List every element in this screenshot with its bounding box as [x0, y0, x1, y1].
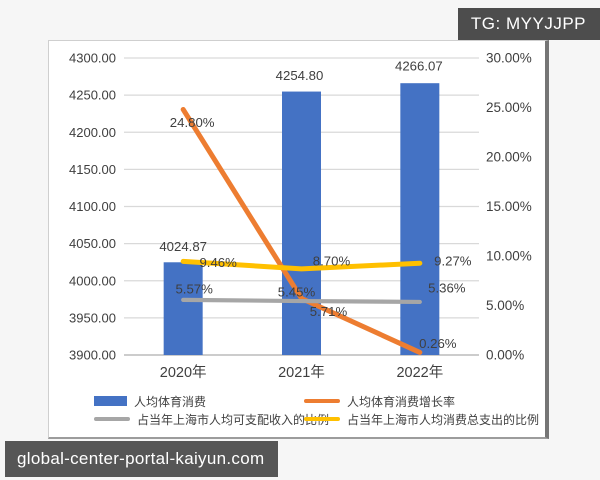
- right-axis-tick: 20.00%: [486, 150, 532, 165]
- data-label: 5.36%: [428, 280, 466, 295]
- left-axis-tick: 4150.00: [69, 162, 116, 177]
- data-label: 4254.80: [276, 68, 324, 83]
- left-axis-tick: 3900.00: [69, 348, 116, 363]
- data-label: 8.70%: [313, 253, 351, 268]
- data-label: 4266.07: [395, 59, 443, 74]
- combo-chart: 4300.00 4250.00 4200.00 4150.00 4100.00 4050.…: [69, 51, 532, 382]
- right-axis-tick: 30.00%: [486, 51, 532, 66]
- right-axis-tick: 10.00%: [486, 249, 532, 264]
- data-label: 24.80%: [170, 115, 215, 130]
- data-label: 4024.87: [159, 239, 207, 254]
- left-axis-tick: 4050.00: [69, 236, 116, 251]
- data-label: 5.45%: [278, 285, 316, 300]
- x-axis-label: 2020年: [160, 364, 207, 381]
- data-label: 5.57%: [175, 281, 213, 296]
- watermark-text: global-center-portal-kaiyun.com: [17, 449, 265, 468]
- bar: [400, 83, 440, 355]
- watermark-badge: global-center-portal-kaiyun.com: [5, 441, 278, 477]
- data-label: 5.71%: [310, 304, 348, 319]
- right-axis-tick: 5.00%: [486, 298, 524, 313]
- left-axis-tick: 4100.00: [69, 199, 116, 214]
- bar: [282, 91, 321, 355]
- tg-badge: TG: MYYJJPP: [457, 8, 600, 40]
- left-axis-tick: 4300.00: [69, 51, 116, 66]
- left-axis-tick: 4200.00: [69, 125, 116, 140]
- tg-badge-text: TG: MYYJJPP: [470, 14, 586, 33]
- x-axis-label: 2022年: [396, 364, 443, 381]
- bar: [163, 262, 203, 355]
- left-axis-tick: 4000.00: [69, 273, 116, 288]
- line-series: [181, 297, 422, 305]
- left-axis-tick: 3950.00: [69, 310, 116, 325]
- data-label: 9.46%: [199, 255, 237, 270]
- data-label: 9.27%: [434, 254, 472, 269]
- line-series: [180, 106, 423, 355]
- right-axis-tick: 15.00%: [486, 199, 532, 214]
- right-axis-tick: 25.00%: [486, 100, 532, 115]
- data-label: 0.26%: [419, 336, 457, 351]
- right-axis-tick: 0.00%: [486, 348, 524, 363]
- left-axis-tick: 4250.00: [69, 88, 116, 103]
- chart-panel: 4300.00 4250.00 4200.00 4150.00 4100.00 4050.…: [48, 40, 549, 439]
- x-axis-label: 2021年: [278, 364, 325, 381]
- line-series: [180, 258, 423, 272]
